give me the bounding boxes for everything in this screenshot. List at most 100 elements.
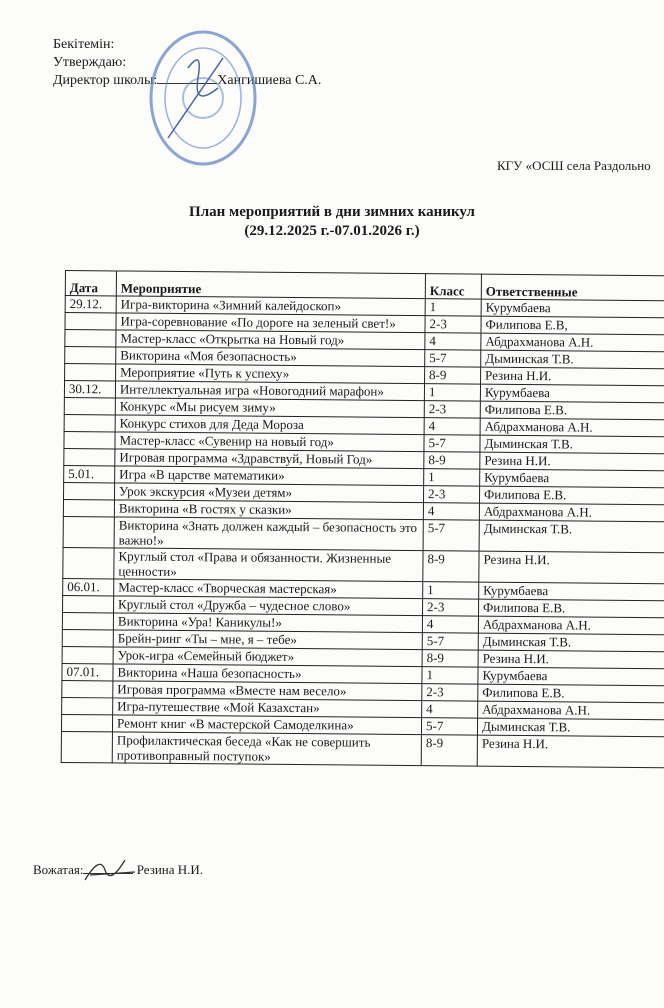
- cell-responsible: Дыминская Т.В.: [477, 718, 664, 737]
- cell-class: 4: [424, 417, 481, 436]
- cell-class: 1: [422, 581, 479, 600]
- cell-responsible: Абдрахманова А.Н.: [477, 701, 664, 720]
- cell-date: [64, 414, 116, 432]
- cell-event: Круглый стол «Права и обязанности. Жизне…: [113, 547, 424, 582]
- cell-class: 2-3: [421, 683, 478, 702]
- approval-ru: Утверждаю:: [53, 55, 127, 70]
- cell-class: 1: [423, 468, 480, 487]
- cell-responsible: Филипова Е.В,: [480, 316, 664, 335]
- cell-class: 2-3: [422, 598, 479, 617]
- cell-responsible: Дыминская Т.В.: [480, 350, 664, 369]
- cell-class: 4: [422, 615, 479, 634]
- cell-responsible: Курумбаева: [481, 299, 664, 318]
- cell-date: [61, 680, 113, 698]
- director-line: Директор школы: Хангишиева С.А.: [53, 72, 321, 90]
- cell-date: [63, 448, 115, 466]
- cell-date: [63, 482, 115, 500]
- cell-class: 1: [425, 298, 482, 317]
- cell-date: [64, 312, 117, 330]
- cell-responsible: Филипова Е.В.: [478, 599, 664, 618]
- cell-responsible: Филипова Е.В.: [477, 684, 664, 703]
- cell-responsible: Абдрахманова А.Н.: [480, 333, 664, 352]
- cell-responsible: Дыминская Т.В.: [479, 520, 664, 553]
- cell-date: 06.01.: [62, 578, 114, 596]
- cell-class: 1: [424, 383, 481, 402]
- cell-responsible: Резина Н.И.: [479, 452, 664, 471]
- cell-date: [63, 516, 115, 548]
- cell-responsible: Абдрахманова А.Н.: [479, 503, 664, 522]
- events-table: Дата Мероприятие Класс Ответственные 29.…: [61, 270, 664, 768]
- cell-class: 8-9: [423, 451, 480, 470]
- cell-date: [64, 363, 116, 381]
- cell-class: 2-3: [423, 485, 480, 504]
- cell-class: 5-7: [421, 717, 478, 736]
- cell-event: Профилактическая беседа «Как не совершит…: [112, 731, 422, 766]
- cell-responsible: Курумбаева: [479, 469, 664, 488]
- cell-date: [62, 612, 114, 630]
- official-stamp-icon: [149, 30, 257, 166]
- cell-class: 1: [421, 666, 479, 685]
- cell-date: [62, 629, 114, 647]
- cell-class: 8-9: [421, 734, 478, 767]
- cell-class: 8-9: [422, 649, 479, 668]
- cell-class: 4: [421, 700, 478, 719]
- cell-date: [62, 595, 114, 613]
- cell-responsible: Курумбаева: [480, 384, 664, 403]
- cell-responsible: Резина Н.И.: [477, 735, 664, 768]
- footer-label: Вожатая:: [33, 862, 84, 877]
- cell-class: 5-7: [423, 519, 480, 552]
- director-label: Директор школы:: [53, 73, 158, 88]
- cell-class: 5-7: [423, 434, 481, 453]
- cell-date: [61, 714, 113, 732]
- col-responsible: Ответственные: [481, 274, 664, 301]
- table-row: Круглый стол «Права и обязанности. Жизне…: [62, 547, 664, 584]
- cell-date: [62, 646, 114, 664]
- cell-date: 29.12.: [65, 295, 117, 313]
- page-title: План мероприятий в дни зимних каникул (2…: [0, 203, 664, 241]
- cell-class: 5-7: [422, 632, 479, 651]
- cell-date: [64, 329, 116, 347]
- cell-date: [61, 731, 113, 763]
- cell-date: [62, 547, 115, 579]
- col-date: Дата: [65, 270, 117, 296]
- cell-class: 8-9: [422, 550, 480, 583]
- cell-responsible: Филипова Е.В.: [480, 401, 664, 420]
- cell-responsible: Дыминская Т.В.: [478, 633, 664, 652]
- cell-date: [63, 499, 115, 517]
- cell-date: [61, 697, 113, 715]
- col-event: Мероприятие: [116, 270, 426, 299]
- footer-name: Резина Н.И.: [136, 862, 204, 877]
- cell-responsible: Резина Н.И.: [480, 367, 664, 386]
- director-name: Хангишиева С.А.: [217, 73, 322, 88]
- approval-kz: Бекітемін:: [53, 37, 115, 52]
- cell-date: [64, 397, 116, 415]
- cell-responsible: Резина Н.И.: [478, 650, 664, 669]
- cell-responsible: Абдрахманова А.Н.: [480, 418, 664, 437]
- table-row: Профилактическая беседа «Как не совершит…: [61, 731, 664, 768]
- cell-event: Викторина «Знать должен каждый – безопас…: [114, 516, 424, 551]
- cell-date: 30.12.: [64, 380, 116, 398]
- col-class: Класс: [425, 273, 482, 300]
- cell-class: 4: [423, 502, 480, 521]
- cell-class: 5-7: [424, 349, 481, 368]
- footer-signature: Вожатая: Резина Н.И.: [33, 862, 203, 878]
- cell-date: [64, 346, 116, 364]
- title-line: План мероприятий в дни зимних каникул: [189, 204, 475, 220]
- cell-class: 2-3: [424, 400, 481, 419]
- cell-date: [63, 431, 116, 449]
- cell-responsible: Курумбаева: [478, 582, 664, 601]
- organization-name: КГУ «ОСШ села Раздольно: [497, 158, 651, 173]
- cell-date: 07.01.: [61, 663, 114, 681]
- cell-responsible: Курумбаева: [477, 667, 664, 686]
- table-row: Викторина «Знать должен каждый – безопас…: [63, 516, 664, 553]
- cell-class: 4: [424, 332, 481, 351]
- cell-responsible: Филипова Е.В.: [479, 486, 664, 505]
- cell-class: 2-3: [424, 315, 482, 334]
- title-dates: (29.12.2025 г.-07.01.2026 г.): [244, 223, 420, 239]
- cell-responsible: Резина Н.И.: [478, 551, 664, 584]
- cell-responsible: Дыминская Т.В.: [479, 435, 664, 454]
- cell-class: 8-9: [424, 366, 481, 385]
- cell-date: 5.01.: [63, 465, 115, 483]
- cell-responsible: Абдрахманова А.Н.: [478, 616, 664, 635]
